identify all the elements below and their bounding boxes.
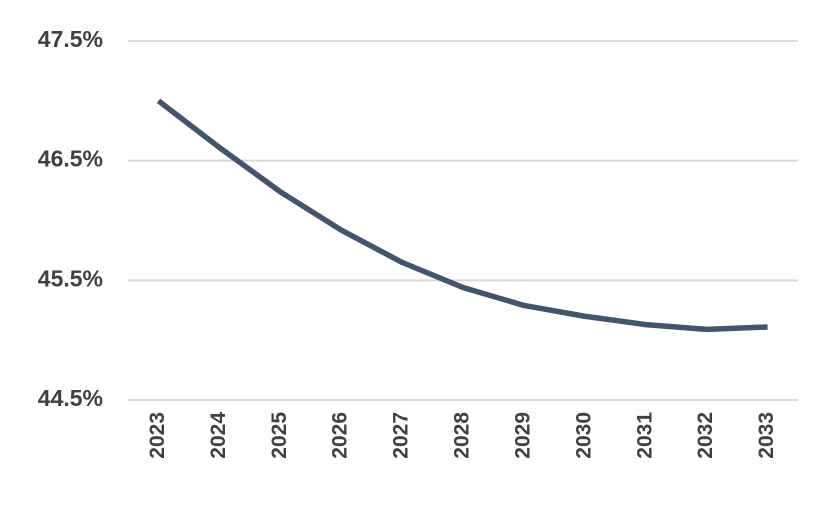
y-tick-label: 45.5% <box>38 265 103 291</box>
x-tick-label: 2032 <box>694 412 717 459</box>
x-tick-label: 2025 <box>268 412 291 459</box>
x-tick-label: 2028 <box>451 412 474 459</box>
line-series <box>156 98 768 333</box>
x-tick-label: 2033 <box>755 412 778 459</box>
y-tick-label: 47.5% <box>38 26 103 52</box>
x-tick-label: 2030 <box>572 412 595 459</box>
x-tick-label: 2029 <box>511 412 534 459</box>
x-tick-label: 2031 <box>633 412 656 459</box>
y-tick-label: 46.5% <box>38 146 103 172</box>
x-tick-label: 2026 <box>329 412 352 459</box>
y-tick-label: 44.5% <box>38 385 103 411</box>
x-tick-label: 2023 <box>146 412 169 459</box>
x-tick-label: 2024 <box>207 412 230 459</box>
x-tick-label: 2027 <box>390 412 413 459</box>
